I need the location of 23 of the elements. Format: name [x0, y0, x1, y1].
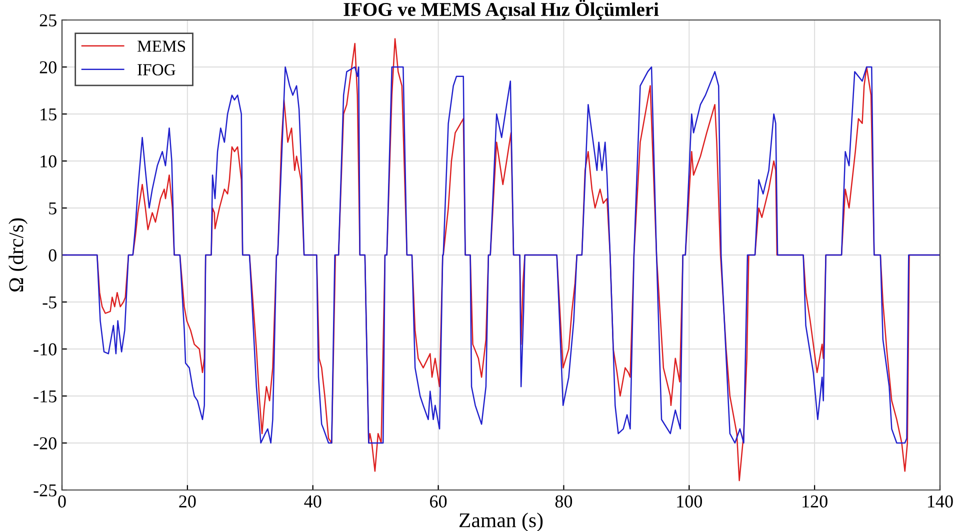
y-tick-label: 15	[40, 108, 56, 120]
x-tick-label: 80	[555, 495, 572, 508]
x-tick-label: 120	[802, 495, 828, 508]
y-tick-label: -10	[34, 343, 56, 356]
x-tick-label: 140	[928, 495, 953, 508]
y-tick-label: -25	[34, 484, 56, 496]
y-tick-label: 0	[48, 249, 56, 262]
legend-label: IFOG	[138, 64, 176, 76]
y-tick-label: -20	[34, 437, 56, 450]
y-tick-label: -5	[42, 296, 56, 308]
y-tick-label: -15	[34, 390, 56, 402]
chart-title: IFOG ve MEMS Açısal Hız Ölçümleri	[344, 0, 659, 20]
x-tick-label: 40	[304, 495, 322, 508]
y-tick-label: 25	[40, 14, 56, 26]
x-tick-label: 0	[58, 495, 66, 508]
y-tick-label: 5	[49, 202, 56, 214]
x-tick-label: 20	[179, 495, 196, 508]
y-axis-title: Ω (drc/s)	[8, 218, 28, 292]
x-tick-label: 100	[677, 495, 702, 508]
legend-label: MEMS	[137, 40, 186, 52]
x-tick-label: 60	[430, 495, 447, 508]
y-tick-label: 10	[40, 155, 56, 168]
y-tick-label: 20	[40, 61, 56, 74]
